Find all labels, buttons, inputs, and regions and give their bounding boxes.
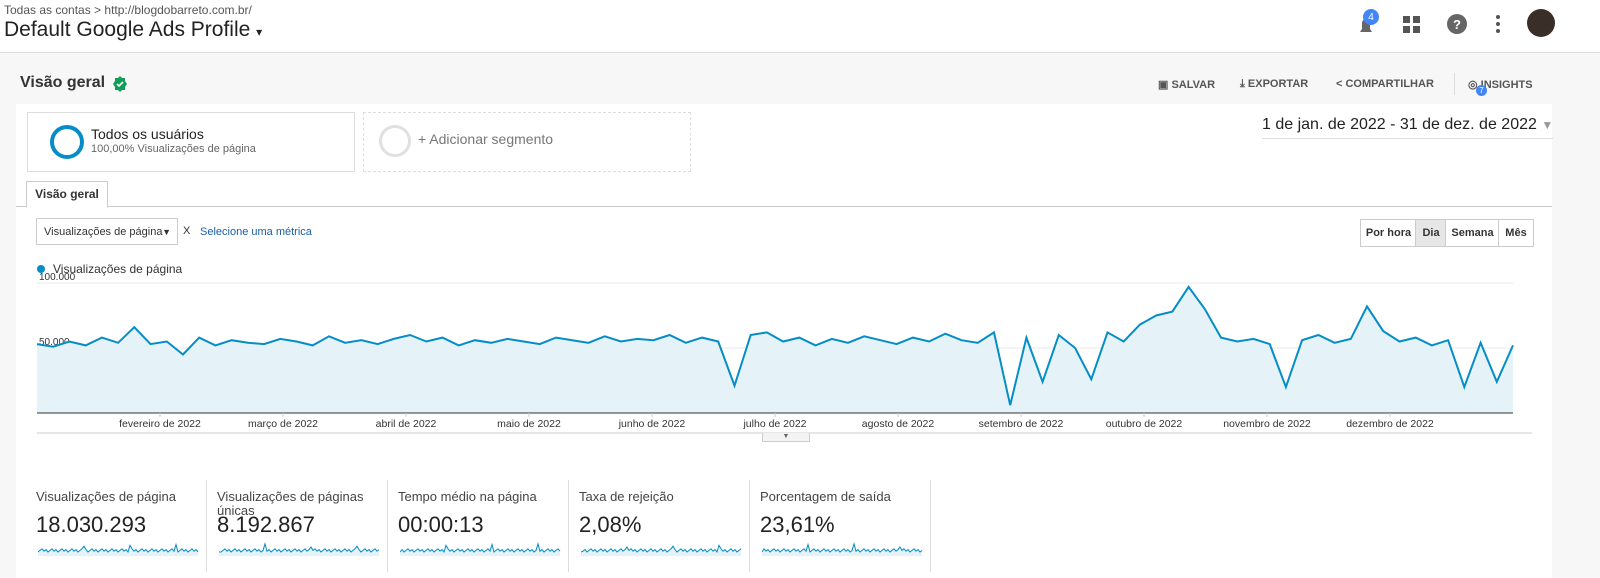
x-tick-label: julho de 2022 bbox=[742, 418, 806, 430]
breadcrumb-root[interactable]: Todas as contas bbox=[4, 3, 91, 17]
metric-select[interactable]: Visualizações de página ▼ bbox=[36, 218, 178, 245]
area bbox=[37, 286, 1513, 413]
add-segment-label: + Adicionar segmento bbox=[418, 131, 554, 147]
x-tick-label: agosto de 2022 bbox=[862, 418, 935, 430]
sparkline-area bbox=[400, 543, 560, 556]
sparkline bbox=[581, 544, 742, 556]
x-tick-label: fevereiro de 2022 bbox=[119, 418, 201, 430]
x-tick-label: setembro de 2022 bbox=[979, 418, 1064, 430]
sparkline bbox=[400, 541, 561, 556]
x-tick-label: dezembro de 2022 bbox=[1346, 418, 1434, 430]
share-button[interactable]: < COMPARTILHAR bbox=[1336, 78, 1434, 90]
metric-value: 23,61% bbox=[760, 512, 835, 537]
x-tick-label: abril de 2022 bbox=[376, 418, 437, 430]
x-tick-label: outubro de 2022 bbox=[1106, 418, 1183, 430]
metric-label: Taxa de rejeição bbox=[579, 489, 674, 504]
chart-toggle[interactable]: ▼ bbox=[762, 433, 810, 442]
day-button[interactable]: Dia bbox=[1415, 219, 1447, 247]
segment-name: Todos os usuários bbox=[91, 126, 204, 142]
sparkline-area bbox=[581, 545, 741, 556]
metric-label: Visualizações de páginas únicas bbox=[217, 489, 364, 518]
legend-dot bbox=[37, 265, 45, 273]
select-metric-link[interactable]: Selecione uma métrica bbox=[200, 226, 312, 238]
segment-ring bbox=[50, 125, 84, 159]
metric[interactable]: Visualizações de página 18.030.293 bbox=[36, 480, 207, 572]
chart: Visualizações de página 50.000 100.000 feve… bbox=[36, 262, 1532, 434]
report-title: Visão geral bbox=[20, 74, 106, 91]
metric-label: Porcentagem de saída bbox=[760, 489, 891, 504]
metric[interactable]: Tempo médio na página 00:00:13 bbox=[398, 480, 569, 572]
tab-line bbox=[16, 206, 1552, 207]
breadcrumb-property[interactable]: http://blogdobarreto.com.br/ bbox=[104, 3, 252, 17]
hour-button[interactable]: Por hora bbox=[1360, 219, 1417, 247]
verified-icon bbox=[113, 76, 127, 92]
sparkline-line bbox=[581, 544, 742, 554]
save-button[interactable]: ▣ SALVAR bbox=[1158, 79, 1216, 91]
save-label: SALVAR bbox=[1171, 79, 1216, 91]
header-icons: 4 ? bbox=[1360, 9, 1555, 37]
month-button[interactable]: Mês bbox=[1498, 219, 1534, 247]
divider bbox=[1454, 73, 1455, 95]
x-tick-label: março de 2022 bbox=[248, 418, 318, 430]
sparkline-line bbox=[400, 541, 561, 554]
segment-detail: 100,00% Visualizações de página bbox=[91, 143, 256, 155]
segment-card[interactable]: Todos os usuários 100,00% Visualizações … bbox=[27, 112, 355, 172]
insights-button[interactable]: ◎ INSIGHTS bbox=[1468, 79, 1533, 91]
date-range-text: 1 de jan. de 2022 - 31 de dez. de 2022 bbox=[1262, 116, 1537, 133]
x-tick-label: junho de 2022 bbox=[618, 418, 686, 430]
metric-label: Tempo médio na página bbox=[398, 489, 537, 504]
metric-value: 18.030.293 bbox=[36, 512, 147, 537]
metric[interactable]: Porcentagem de saída 23,61% bbox=[760, 480, 931, 572]
date-range[interactable]: 1 de jan. de 2022 - 31 de dez. de 2022 ▼ bbox=[1262, 116, 1554, 139]
sparkline-line bbox=[762, 541, 923, 553]
metric[interactable]: Taxa de rejeição 2,08% bbox=[579, 480, 750, 572]
add-segment[interactable]: + Adicionar segmento bbox=[363, 112, 691, 172]
avatar[interactable] bbox=[1527, 9, 1555, 37]
x-tick-label: maio de 2022 bbox=[497, 418, 561, 430]
metric-value: 2,08% bbox=[579, 512, 642, 537]
x-tick-label: novembro de 2022 bbox=[1223, 418, 1311, 430]
sparkline bbox=[219, 541, 380, 556]
badge-count: 4 bbox=[1368, 12, 1374, 23]
help[interactable] bbox=[1447, 14, 1467, 34]
menu[interactable] bbox=[1496, 15, 1500, 33]
breadcrumb[interactable]: Todas as contas > http://blogdobarreto.c… bbox=[4, 3, 252, 17]
metric-label: Visualizações de página bbox=[36, 489, 176, 504]
insights-badge: 7 bbox=[1476, 85, 1487, 96]
sparkline-line bbox=[38, 542, 199, 554]
add-ring bbox=[379, 125, 411, 157]
caret: ▾ bbox=[256, 25, 263, 39]
metric-select-label: Visualizações de página bbox=[44, 226, 163, 238]
metric-value: 00:00:13 bbox=[398, 512, 484, 537]
sparkline-line bbox=[219, 541, 380, 553]
insights-label: INSIGHTS bbox=[1480, 79, 1533, 91]
help-mark: ? bbox=[1453, 17, 1461, 32]
line bbox=[36, 285, 1514, 406]
week-button[interactable]: Semana bbox=[1445, 219, 1500, 247]
legend-label: Visualizações de página bbox=[53, 262, 183, 276]
metric[interactable]: Visualizações de páginas únicas 8.192.867 bbox=[217, 480, 388, 572]
apps[interactable] bbox=[1403, 16, 1420, 33]
y-tick-label: 100.000 bbox=[39, 272, 76, 283]
metric-value: 8.192.867 bbox=[217, 512, 315, 537]
share-label: COMPARTILHAR bbox=[1345, 78, 1434, 90]
view-name-text: Default Google Ads Profile bbox=[4, 18, 251, 41]
remove-metric[interactable]: X bbox=[183, 225, 191, 237]
sparkline bbox=[38, 542, 199, 556]
sparkline-area bbox=[762, 543, 922, 556]
tab[interactable]: Visão geral bbox=[26, 181, 108, 208]
badge bbox=[1363, 9, 1379, 25]
view-name[interactable]: Default Google Ads Profile ▾ bbox=[4, 18, 262, 42]
y-tick-label: 50.000 bbox=[39, 337, 70, 348]
export-button[interactable]: ⤓ EXPORTAR bbox=[1240, 78, 1309, 90]
export-label: EXPORTAR bbox=[1247, 78, 1309, 90]
sparkline bbox=[762, 541, 923, 556]
sparkline-area bbox=[38, 544, 198, 556]
